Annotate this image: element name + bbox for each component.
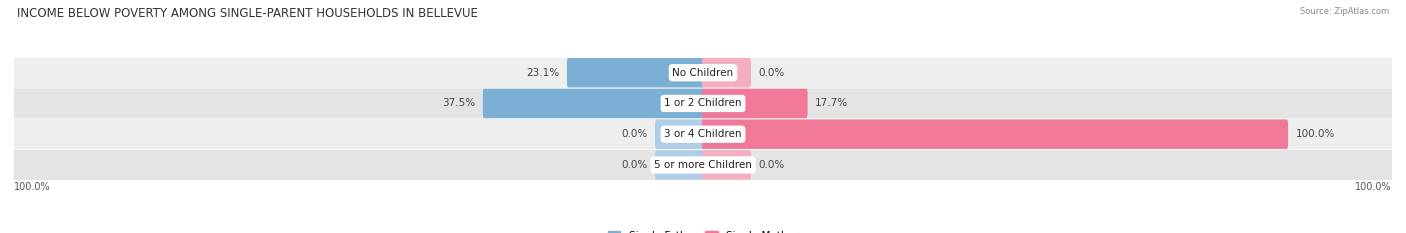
Text: 0.0%: 0.0%: [621, 160, 648, 170]
FancyBboxPatch shape: [655, 120, 704, 149]
Text: 100.0%: 100.0%: [14, 182, 51, 192]
Text: 3 or 4 Children: 3 or 4 Children: [664, 129, 742, 139]
Text: 0.0%: 0.0%: [621, 129, 648, 139]
FancyBboxPatch shape: [14, 119, 1392, 149]
Text: 5 or more Children: 5 or more Children: [654, 160, 752, 170]
Text: Source: ZipAtlas.com: Source: ZipAtlas.com: [1301, 7, 1389, 16]
Text: 0.0%: 0.0%: [758, 68, 785, 78]
Text: 37.5%: 37.5%: [441, 99, 475, 109]
FancyBboxPatch shape: [14, 88, 1392, 119]
Text: 0.0%: 0.0%: [758, 160, 785, 170]
Text: 17.7%: 17.7%: [815, 99, 848, 109]
Text: 100.0%: 100.0%: [1295, 129, 1334, 139]
Legend: Single Father, Single Mother: Single Father, Single Mother: [607, 231, 799, 233]
FancyBboxPatch shape: [702, 120, 1288, 149]
Text: INCOME BELOW POVERTY AMONG SINGLE-PARENT HOUSEHOLDS IN BELLEVUE: INCOME BELOW POVERTY AMONG SINGLE-PARENT…: [17, 7, 478, 20]
FancyBboxPatch shape: [702, 89, 807, 118]
Text: 23.1%: 23.1%: [526, 68, 560, 78]
Text: 100.0%: 100.0%: [1355, 182, 1392, 192]
FancyBboxPatch shape: [655, 150, 704, 180]
FancyBboxPatch shape: [482, 89, 704, 118]
FancyBboxPatch shape: [702, 58, 751, 87]
Text: No Children: No Children: [672, 68, 734, 78]
FancyBboxPatch shape: [567, 58, 704, 87]
FancyBboxPatch shape: [14, 58, 1392, 88]
FancyBboxPatch shape: [702, 150, 751, 180]
FancyBboxPatch shape: [14, 150, 1392, 180]
Text: 1 or 2 Children: 1 or 2 Children: [664, 99, 742, 109]
